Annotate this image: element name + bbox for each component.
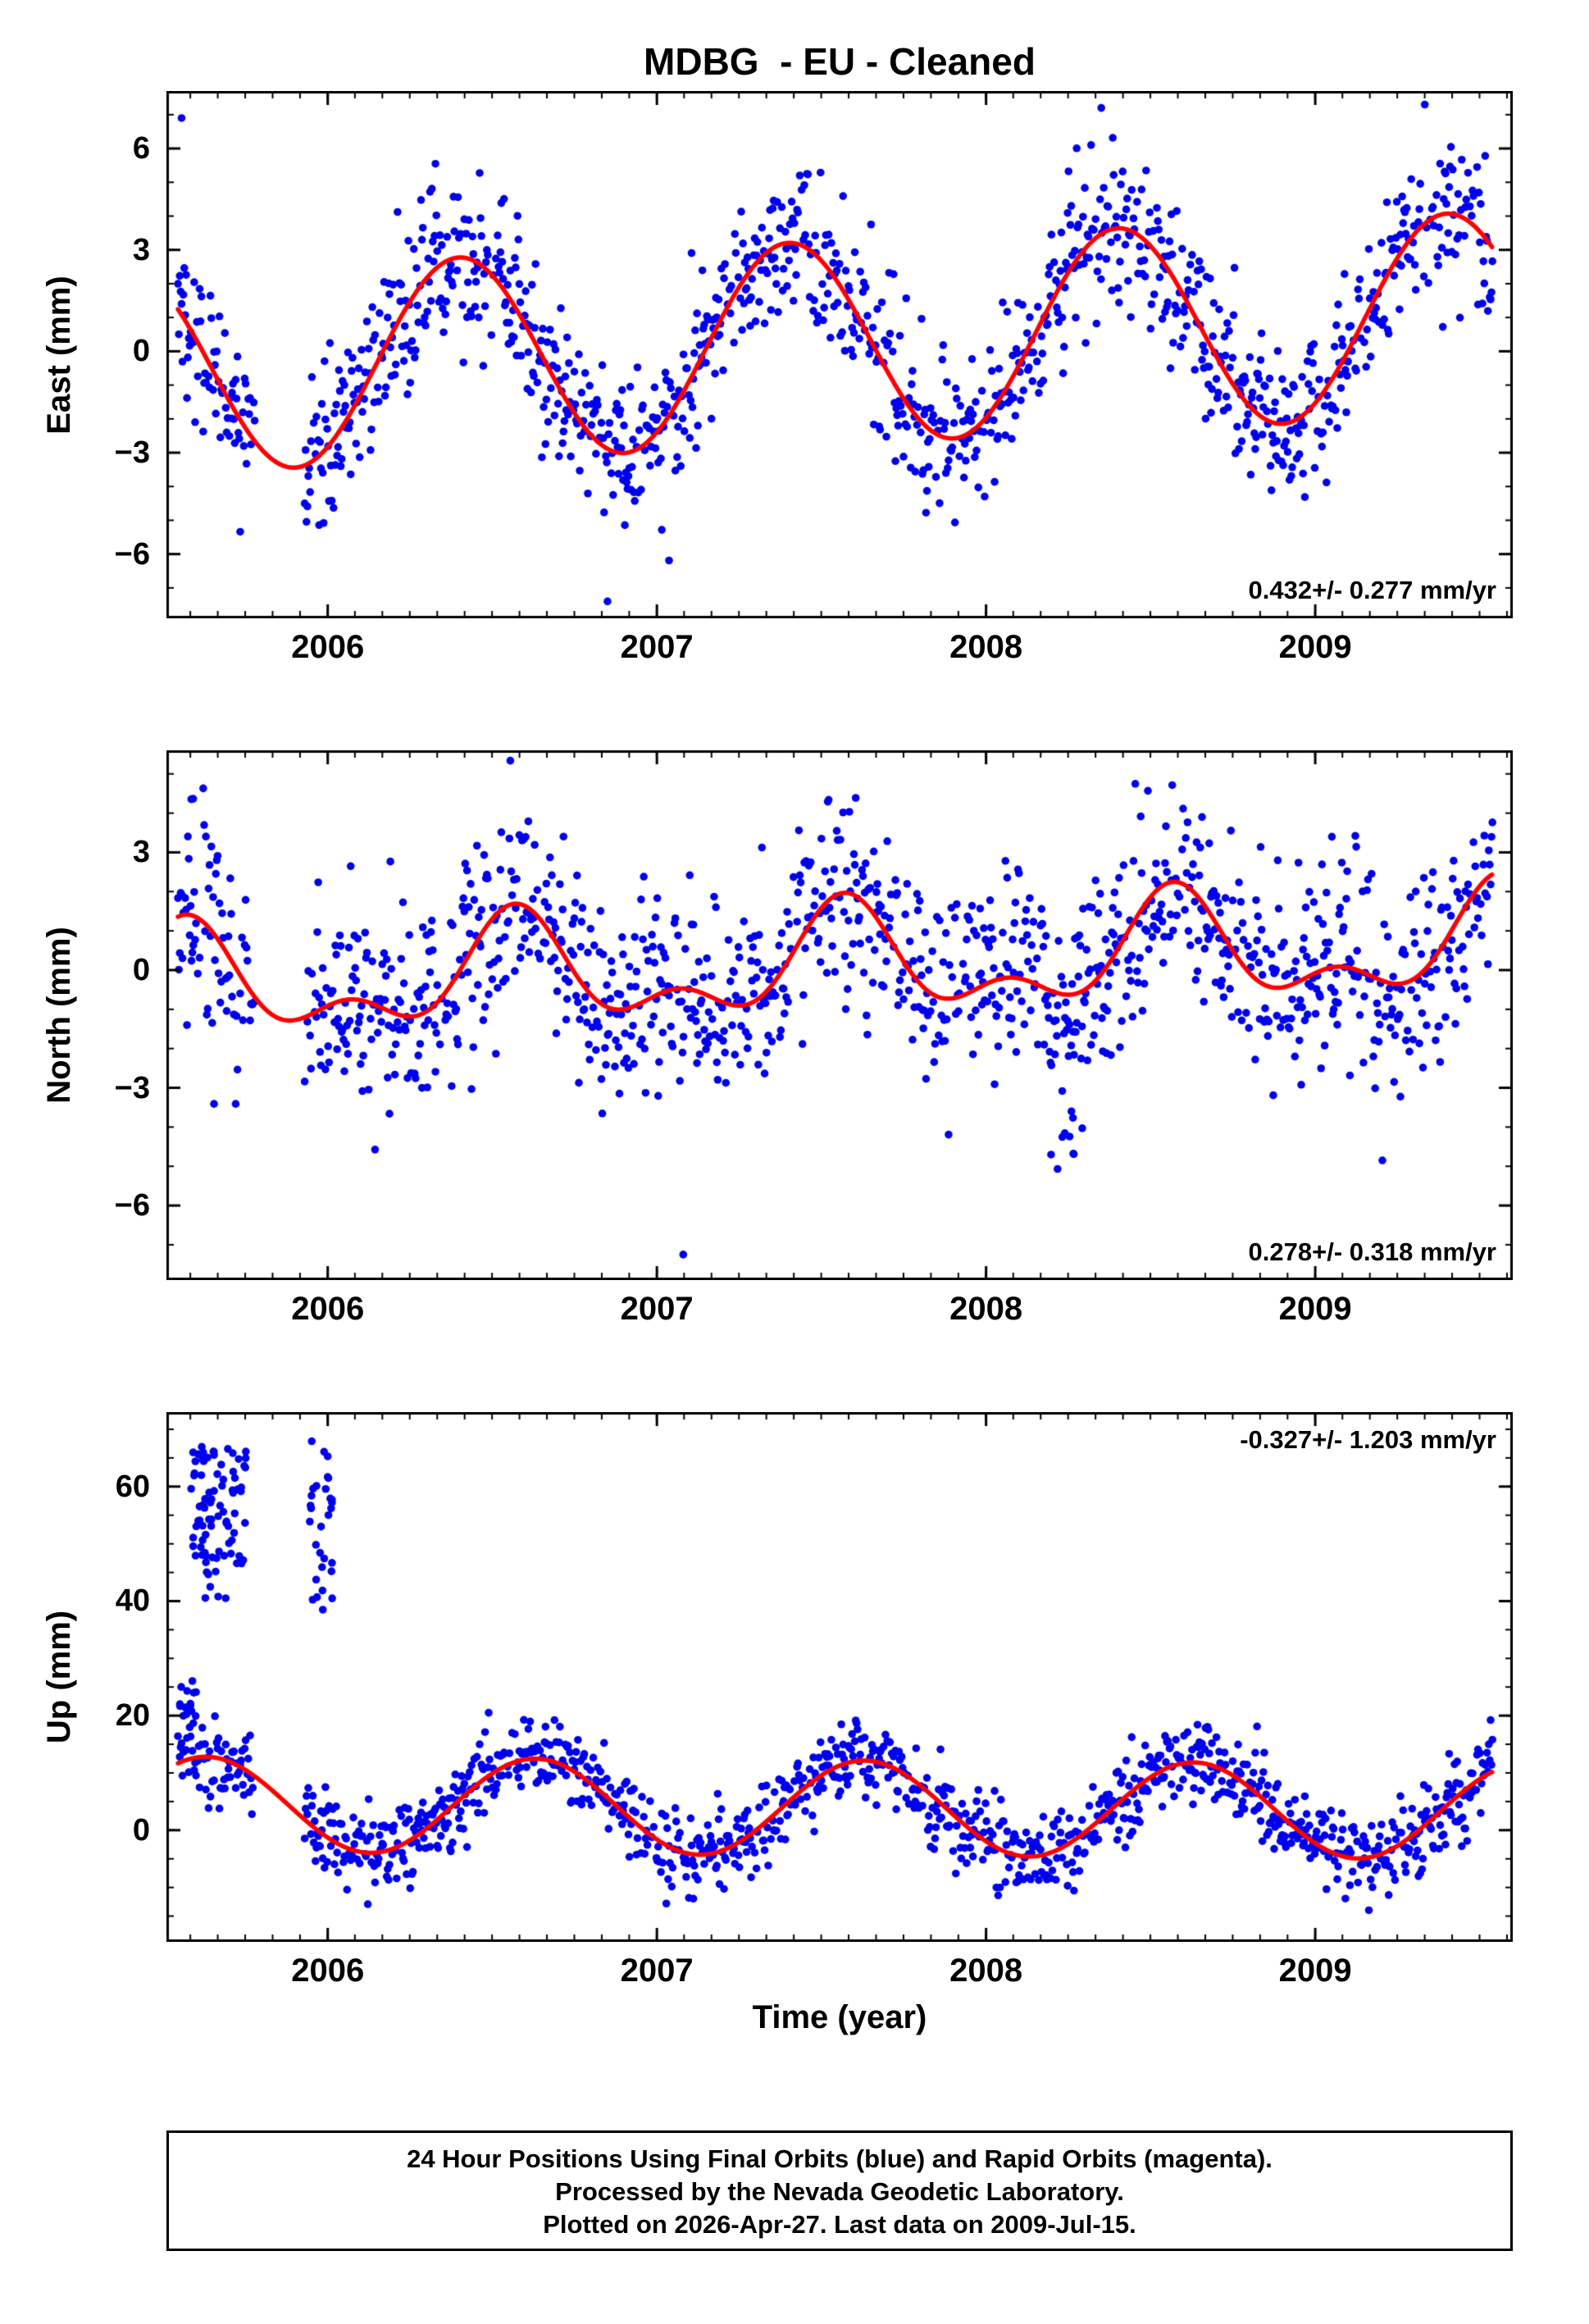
x-tick-label: 2006 (291, 1291, 365, 1327)
rate-annotation-east: 0.432+/- 0.277 mm/yr (1248, 576, 1496, 604)
y-tick-label: 20 (115, 1698, 150, 1734)
y-tick-label: 6 (132, 131, 150, 166)
north-plot-canvas (166, 750, 1513, 1280)
x-tick-label: 2009 (1278, 1953, 1352, 1989)
y-tick-label: 3 (132, 835, 150, 870)
rate-annotation-up: -0.327+/- 1.203 mm/yr (1240, 1425, 1496, 1454)
x-tick-label: 2007 (620, 629, 694, 665)
x-tick-label: 2006 (291, 1953, 365, 1989)
rate-annotation-north: 0.278+/- 0.318 mm/yr (1248, 1237, 1496, 1266)
y-tick-label: 40 (115, 1584, 150, 1619)
y-tick-label: 0 (132, 1812, 150, 1848)
y-axis-title-east: East (mm) (41, 275, 77, 435)
x-tick-label: 2009 (1278, 629, 1352, 665)
x-tick-label: 2008 (949, 629, 1023, 665)
y-tick-label: −3 (114, 435, 150, 471)
x-tick-label: 2007 (620, 1291, 694, 1327)
y-tick-label: −3 (114, 1070, 150, 1105)
y-axis-title-north: North (mm) (41, 927, 77, 1104)
y-tick-label: −6 (114, 536, 150, 572)
footer-line-1: 24 Hour Positions Using Final Orbits (bl… (407, 2144, 1273, 2173)
y-tick-label: 3 (132, 232, 150, 267)
footer-line-2: Processed by the Nevada Geodetic Laborat… (555, 2177, 1124, 2206)
up-plot-canvas (166, 1412, 1513, 1942)
x-tick-label: 2008 (949, 1291, 1023, 1327)
x-axis-title: Time (year) (752, 1999, 927, 2035)
footer-note-box: 24 Hour Positions Using Final Orbits (bl… (166, 2130, 1513, 2251)
y-tick-label: 60 (115, 1469, 150, 1504)
figure-title: MDBG - EU - Cleaned (644, 40, 1036, 83)
footer-line-3: Plotted on 2026-Apr-27. Last data on 200… (543, 2210, 1136, 2239)
x-tick-label: 2007 (620, 1953, 694, 1989)
y-axis-title-up: Up (mm) (41, 1610, 77, 1744)
x-tick-label: 2009 (1278, 1291, 1352, 1327)
x-tick-label: 2008 (949, 1953, 1023, 1989)
y-tick-label: 0 (132, 334, 150, 369)
y-tick-label: −6 (114, 1188, 150, 1224)
x-tick-label: 2006 (291, 629, 365, 665)
east-plot-canvas (166, 91, 1513, 618)
y-tick-label: 0 (132, 952, 150, 987)
